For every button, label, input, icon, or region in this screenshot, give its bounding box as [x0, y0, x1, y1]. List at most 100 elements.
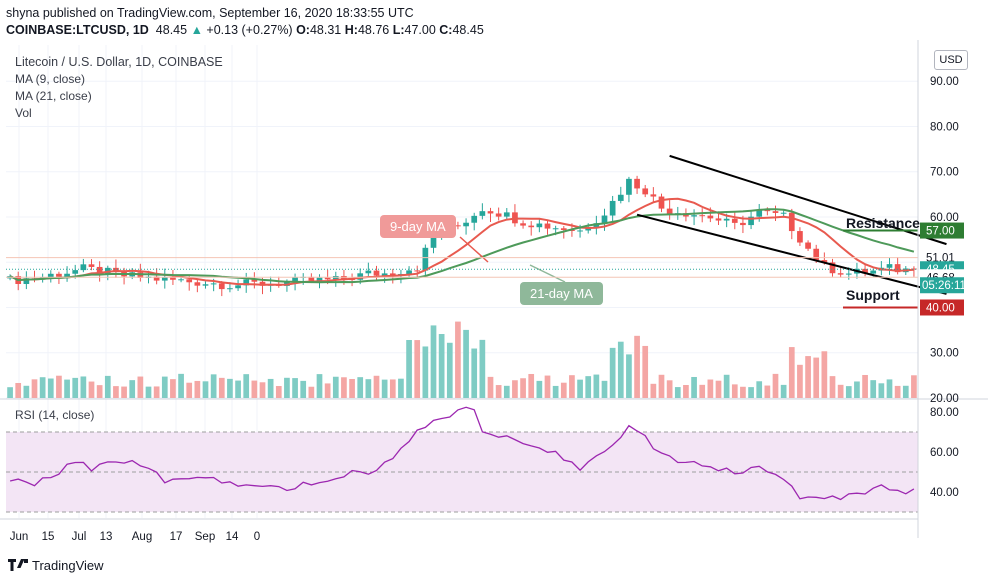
volume-bar [129, 380, 136, 398]
volume-bar [398, 378, 404, 398]
candle-body [845, 273, 852, 275]
volume-bar [373, 375, 380, 398]
candle-body [886, 264, 893, 268]
support-label: Support [846, 287, 900, 303]
low-value: 47.00 [404, 23, 436, 37]
volume-bar [577, 379, 583, 398]
volume-bar [886, 379, 893, 398]
candle-body [797, 231, 803, 243]
volume-bar [113, 386, 119, 398]
candle-body [699, 215, 706, 217]
volume-bar [764, 385, 771, 398]
high-value: 48.76 [357, 23, 390, 37]
volume-bar [658, 374, 665, 398]
volume-bar [349, 378, 355, 398]
candle-body [805, 242, 811, 249]
volume-bar [422, 346, 429, 398]
volume-bar [870, 380, 877, 398]
volume-bar [153, 386, 160, 398]
symbol[interactable]: COINBASE:LTCUSD, 1D [6, 23, 149, 37]
volume-bar [748, 387, 754, 398]
volume-bar [894, 385, 901, 398]
candle-body [243, 279, 250, 286]
volume-bar [911, 375, 917, 398]
volume-bar [259, 382, 266, 398]
open-label: O: [296, 23, 310, 37]
candle-body [560, 228, 567, 230]
candle-body [894, 264, 901, 273]
legend-ma9[interactable]: MA (9, close) [15, 72, 86, 86]
candle-body [748, 216, 754, 226]
volume-bar [23, 385, 30, 398]
candle-body [487, 211, 494, 214]
candle-body [642, 188, 649, 195]
volume-bar [31, 379, 38, 398]
x-tick-label: 13 [100, 531, 113, 543]
volume-bar [72, 377, 79, 398]
candle-body [740, 222, 746, 226]
candle-body [715, 218, 722, 221]
volume-bar [634, 335, 640, 398]
candle-body [780, 212, 787, 214]
candle-body [723, 218, 730, 221]
rsi-legend[interactable]: RSI (14, close) [15, 408, 95, 422]
volume-bar [650, 383, 657, 398]
volume-bar [104, 375, 111, 398]
chart-legend: Litecoin / U.S. Dollar, 1D, COINBASE MA … [15, 54, 223, 122]
candle-body [634, 178, 640, 189]
candle-body [430, 234, 437, 248]
y-tick-label: 90.00 [930, 76, 959, 88]
volume-bar [780, 384, 787, 398]
volume-bar [308, 386, 315, 398]
volume-bar [243, 374, 250, 398]
candle-body [96, 266, 103, 275]
currency-button[interactable]: USD [934, 50, 968, 70]
price-badge-label: 57.00 [926, 226, 955, 238]
legend-volume[interactable]: Vol [15, 106, 32, 120]
candle-body [153, 276, 160, 281]
candle-body [813, 248, 820, 261]
legend-ma21[interactable]: MA (21, close) [15, 89, 92, 103]
candle-body [821, 260, 828, 263]
rsi-line [9, 406, 915, 501]
resistance-label: Resistance [846, 215, 920, 231]
candle-body [756, 210, 763, 217]
candle-body [218, 283, 225, 290]
candle-body [381, 273, 388, 276]
candle-body [577, 230, 583, 232]
last-price: 48.45 [155, 23, 188, 37]
candle-body [186, 279, 193, 283]
candle-body [259, 281, 266, 286]
candle-body [324, 277, 331, 280]
price-badge-label: 40.00 [926, 302, 955, 314]
volume-bar [536, 380, 543, 398]
candle-body [617, 194, 624, 201]
candle-body [479, 211, 486, 216]
volume-bar [479, 339, 486, 398]
volume-bar [357, 377, 364, 398]
volume-bar [324, 383, 331, 398]
publisher-line: shyna published on TradingView.com, Sept… [6, 6, 414, 20]
ma9-annotation: 9-day MA [380, 215, 456, 238]
volume-bar [56, 375, 62, 398]
volume-bar [666, 380, 673, 398]
volume-bar [389, 379, 396, 398]
candle-body [455, 225, 461, 227]
candle-body [601, 215, 608, 224]
close-value: 48.45 [452, 23, 484, 37]
candle-body [788, 212, 795, 232]
candle-body [593, 223, 600, 228]
x-tick-label: Sep [195, 531, 215, 543]
rsi-y-tick-label: 80.00 [930, 407, 959, 419]
volume-bar [503, 385, 510, 398]
candle-body [495, 213, 502, 217]
volume-bar [756, 381, 763, 398]
footer-brand[interactable]: TradingView [8, 558, 104, 573]
volume-bar [332, 376, 339, 398]
candle-body [569, 229, 575, 231]
candle-body [585, 227, 592, 231]
volume-bar [878, 383, 885, 398]
candle-body [911, 268, 917, 270]
ma21-pointer [529, 264, 566, 283]
